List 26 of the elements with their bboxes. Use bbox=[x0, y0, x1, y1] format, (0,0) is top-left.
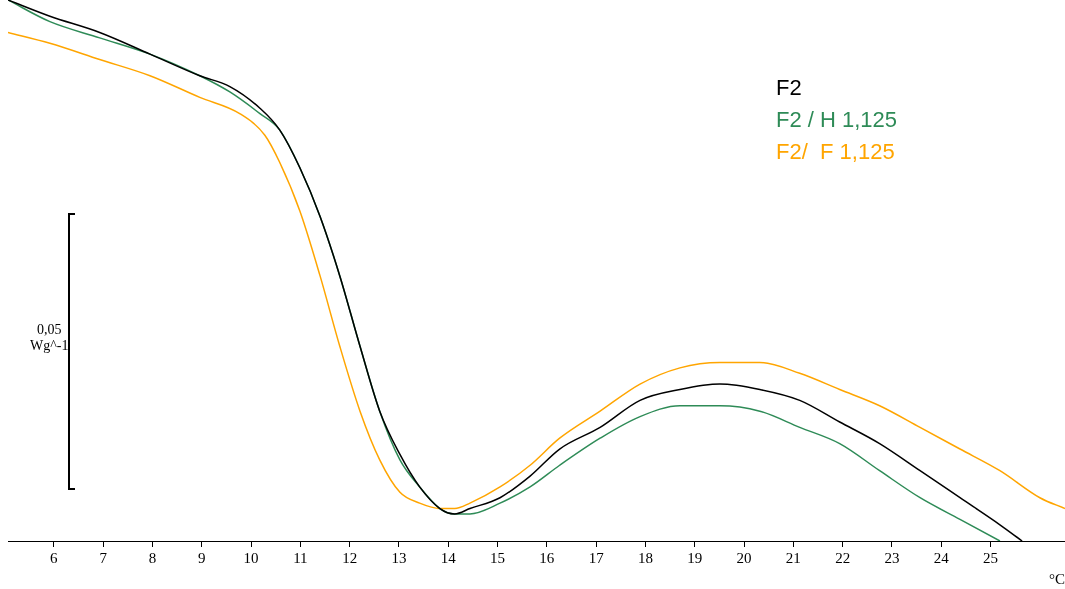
x-tick-label: 20 bbox=[736, 549, 752, 566]
x-tick-label: 25 bbox=[983, 549, 999, 566]
x-tick-label: 11 bbox=[293, 549, 308, 566]
text: F2/ F 1,125 bbox=[776, 138, 896, 166]
text: F2 / H 1,125 bbox=[776, 106, 898, 134]
text: F2 bbox=[776, 74, 803, 102]
x-tick-label: 17 bbox=[588, 549, 605, 566]
x-tick-label: 10 bbox=[243, 549, 259, 566]
x-tick-label: 16 bbox=[539, 549, 555, 566]
x-tick-label: 23 bbox=[884, 549, 900, 566]
x-tick-label: 19 bbox=[687, 549, 703, 566]
x-tick-label: 6 bbox=[50, 549, 59, 566]
annotation: 0,05 bbox=[35, 322, 63, 338]
x-tick-label: 9 bbox=[198, 549, 206, 566]
x-tick-label: 13 bbox=[391, 549, 407, 566]
x-axis-title: °C bbox=[1048, 570, 1065, 587]
x-tick-label: 14 bbox=[440, 549, 457, 566]
x-tick-label: 21 bbox=[785, 549, 801, 566]
x-tick-label: 24 bbox=[933, 549, 950, 566]
x-tick-label: 18 bbox=[637, 549, 653, 566]
annotation: Wg^-1 bbox=[30, 338, 69, 354]
x-tick-label: 7 bbox=[99, 549, 108, 566]
x-tick-label: 15 bbox=[490, 549, 506, 566]
x-tick-label: 12 bbox=[342, 549, 358, 566]
x-tick-label: 22 bbox=[835, 549, 851, 566]
x-tick-label: 8 bbox=[148, 549, 157, 566]
